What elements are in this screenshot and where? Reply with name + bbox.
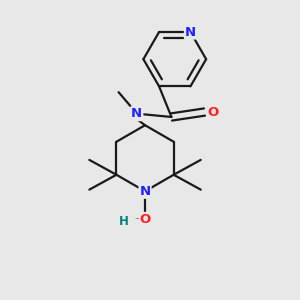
Text: H: H — [118, 215, 128, 229]
Text: ⁻: ⁻ — [134, 216, 139, 225]
Text: N: N — [131, 107, 142, 120]
Text: O: O — [207, 106, 218, 118]
Text: N: N — [185, 26, 196, 38]
Text: O: O — [140, 213, 151, 226]
Text: N: N — [140, 185, 151, 198]
